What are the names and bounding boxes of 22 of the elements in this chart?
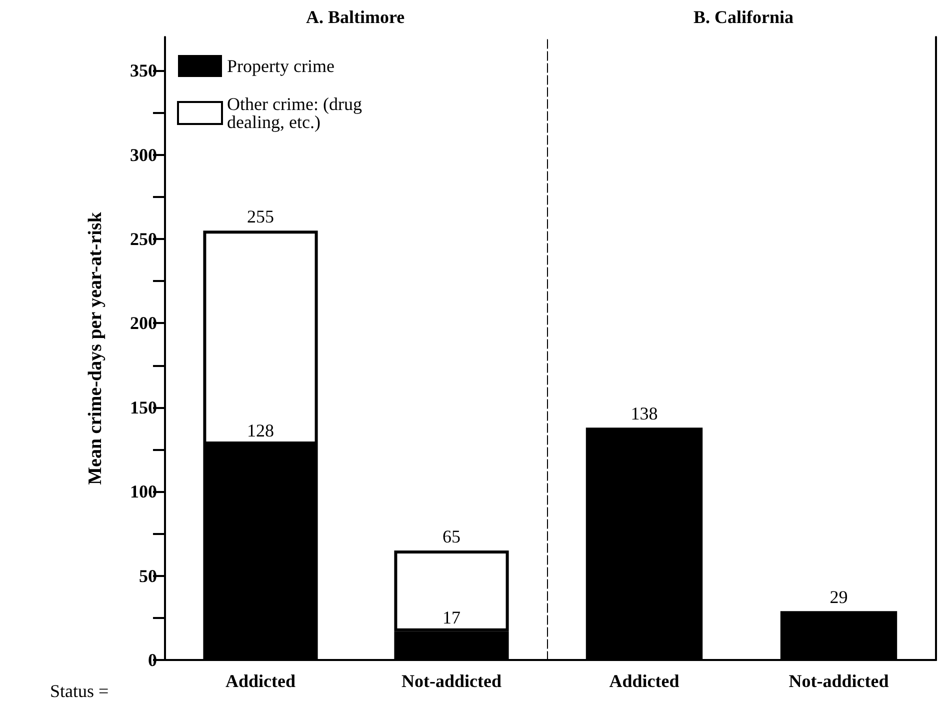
y-tick-label: 200 xyxy=(130,313,157,334)
x-tick-label: Addicted xyxy=(225,671,296,691)
x-tick-label: Addicted xyxy=(609,671,680,691)
data-label: 17 xyxy=(442,607,460,628)
chart-title: B. California xyxy=(694,7,794,27)
text: Status = xyxy=(50,681,109,701)
y-tick-label: 250 xyxy=(130,229,157,250)
y-tick-label: 100 xyxy=(130,482,157,502)
x-tick-label: Not-addicted xyxy=(402,671,502,691)
y-axis-title: Mean crime-days per year-at-risk xyxy=(85,212,106,485)
x-tick-label: Not-addicted xyxy=(788,671,889,691)
y-tick-label: 150 xyxy=(130,397,157,418)
chart-title: A. Baltimore xyxy=(306,7,405,27)
data-label: 29 xyxy=(830,587,848,608)
y-tick-label: 300 xyxy=(130,144,157,165)
legend-label: Property crime xyxy=(227,56,334,76)
total-label: 65 xyxy=(442,526,460,547)
total-label: 255 xyxy=(247,206,274,227)
legend-label: Other crime: (drug dealing, etc.) xyxy=(227,94,366,132)
data-label: 128 xyxy=(247,420,274,440)
y-tick-label: 350 xyxy=(130,60,157,81)
data-label: 138 xyxy=(630,404,658,424)
